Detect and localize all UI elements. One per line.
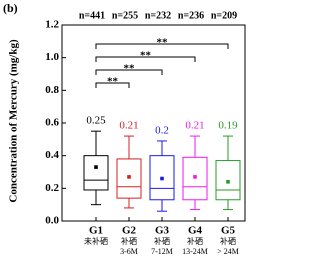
x-sublabel: > 24M: [217, 247, 239, 256]
median-label: 0.25: [86, 115, 106, 127]
significance-label: **: [107, 76, 119, 88]
y-tick-label: 1.0: [45, 51, 59, 63]
x-tick-label: G3: [155, 225, 170, 237]
significance-bracket: [95, 43, 229, 49]
count-label: n=232: [145, 10, 171, 21]
panel-label: (b): [3, 1, 18, 15]
y-tick-label: 0.0: [45, 215, 59, 227]
y-tick-label: 1.2: [45, 19, 59, 31]
box: [149, 155, 175, 201]
mean-marker: [193, 175, 197, 179]
mean-marker: [226, 180, 230, 184]
count-label: n=209: [211, 10, 237, 21]
y-tick-label: 0.4: [45, 149, 59, 161]
x-sublabel: 7-12M: [151, 247, 173, 256]
significance-label: **: [124, 63, 136, 75]
significance-bracket: [95, 82, 130, 88]
significance-bracket: [95, 56, 196, 62]
x-sublabel: 补硒: [220, 236, 236, 246]
median-label: 0.21: [185, 120, 204, 132]
y-axis-label: Concentration of Mercury (mg/kg): [8, 39, 20, 203]
chart: (b) Concentration of Mercury (mg/kg) 0.0…: [3, 1, 246, 256]
x-tick-label: G5: [221, 225, 236, 237]
box: [83, 155, 109, 191]
x-sublabel: 补硒: [187, 236, 203, 246]
median-label: 0.19: [218, 120, 238, 132]
box: [116, 158, 142, 199]
y-tick-label: 0.2: [45, 182, 59, 194]
x-tick-label: G1: [89, 225, 103, 237]
mean-marker: [94, 165, 98, 169]
x-sublabel: 补硒: [154, 236, 170, 246]
x-sublabel: 补硒: [121, 236, 137, 246]
box: [182, 156, 208, 201]
mean-marker: [127, 175, 131, 179]
box: [215, 160, 241, 201]
x-sublabel: 未补硒: [84, 236, 108, 246]
y-tick-label: 0.6: [45, 117, 59, 129]
count-label: n=441: [79, 10, 105, 21]
x-sublabel: 13-24M: [182, 247, 208, 256]
median-label: 0.21: [119, 120, 138, 132]
median-label: 0.2: [155, 124, 169, 136]
x-tick-label: G2: [122, 225, 137, 237]
significance-label: **: [140, 50, 152, 62]
significance-bracket: [95, 69, 163, 75]
y-tick-label: 0.8: [45, 84, 59, 96]
x-sublabel: 3-6M: [120, 247, 138, 256]
count-label: n=255: [112, 10, 138, 21]
mean-marker: [160, 176, 164, 181]
count-label: n=236: [178, 10, 204, 21]
x-tick-label: G4: [188, 225, 203, 237]
significance-label: **: [157, 37, 169, 49]
